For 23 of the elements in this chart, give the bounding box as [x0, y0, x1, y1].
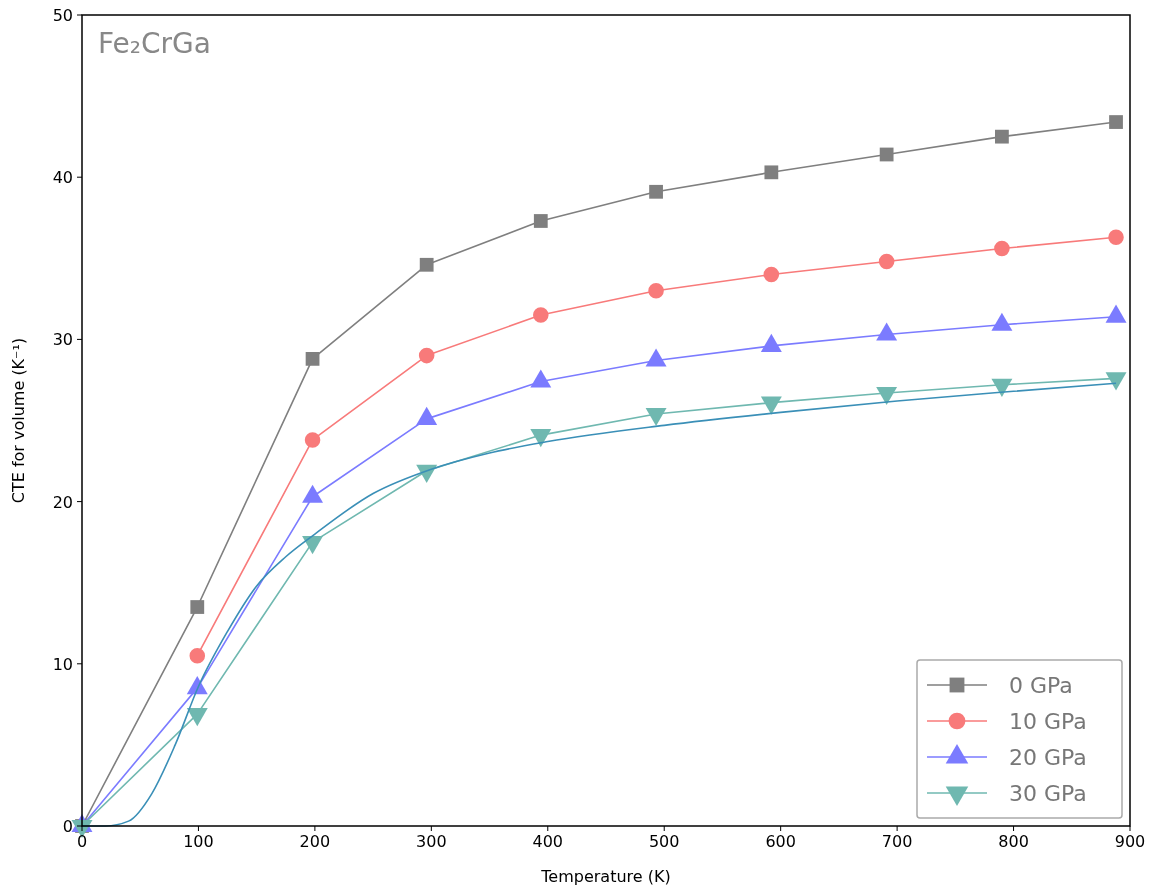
y-tick-label: 20	[52, 492, 73, 512]
legend-label: 30 GPa	[1009, 781, 1087, 806]
x-tick-label: 500	[648, 832, 680, 851]
legend-label: 20 GPa	[1009, 745, 1087, 770]
x-axis-title: Temperature (K)	[540, 867, 671, 886]
x-tick-label: 900	[1114, 832, 1146, 851]
x-tick-label: 0	[76, 832, 88, 851]
x-tick-label: 400	[532, 832, 564, 851]
y-tick-label: 0	[62, 817, 73, 836]
y-tick-label: 50	[52, 6, 73, 25]
x-tick-label: 300	[416, 832, 447, 851]
x-tick-label: 800	[998, 832, 1029, 851]
text: Fe₂CrGa	[98, 27, 211, 60]
x-tick-label: 200	[299, 832, 331, 851]
y-tick-label: 40	[52, 168, 73, 188]
y-tick-label: 10	[52, 654, 73, 674]
x-tick-label: 100	[183, 832, 214, 851]
x-tick-label: 700	[881, 832, 913, 851]
y-tick-label: 30	[52, 330, 73, 350]
x-tick-label: 600	[765, 832, 796, 851]
legend-label: 0 GPa	[1009, 673, 1073, 698]
y-axis-title: CTE for volume (K⁻¹)	[9, 337, 28, 504]
legend-label: 10 GPa	[1009, 709, 1087, 734]
